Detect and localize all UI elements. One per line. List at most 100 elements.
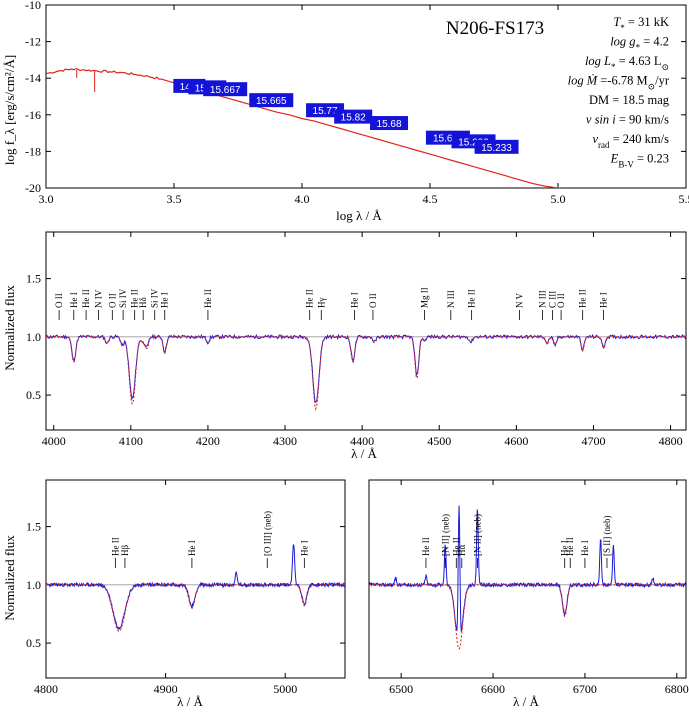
line-id-label: Mg II (420, 287, 430, 308)
y-tick-label: 1.5 (26, 272, 41, 286)
parameter-value: =-6.78 M (597, 74, 647, 88)
photometry-box (474, 139, 519, 154)
line-id-label: Hβ (120, 545, 130, 556)
photometry-label: 15.233 (481, 143, 512, 154)
y-tick-label: -20 (25, 181, 41, 195)
blue-x-axis-label: λ / Å (351, 446, 377, 461)
photometry-label: 15.611 (433, 134, 463, 145)
hbeta-spectrum-curves (46, 544, 345, 632)
parameter-line: EB-V = 0.23 (610, 152, 669, 170)
line-id-label: O II (368, 293, 378, 308)
blue-axis-ticks: 4000 4100 4200 4300 4400 4500 4600 4700 4800 0.5 1… (26, 232, 686, 448)
parameter-value: = 4.63 L (616, 54, 662, 68)
sed-model-line (46, 68, 561, 188)
parameter-subscript: B-V (618, 160, 634, 170)
line-id-label: He I (580, 540, 590, 556)
parameter-subscript: rad (598, 140, 610, 150)
line-id-label: He II (130, 289, 140, 308)
line-id-label: N V (514, 292, 524, 308)
parameter-value: = 31 kK (625, 15, 669, 29)
x-tick-label: 4.0 (295, 192, 310, 206)
x-tick-label: 4100 (119, 434, 143, 448)
y-tick-label: -12 (25, 35, 41, 49)
observed-spectrum-line (46, 544, 345, 631)
model-spectrum-line (46, 336, 686, 411)
photometry-box (334, 109, 373, 124)
photometry-box (370, 116, 409, 131)
x-tick-label: 4800 (659, 434, 683, 448)
line-id-label: Si IV (118, 288, 128, 308)
line-id-label: O II (54, 293, 64, 308)
blue-spectrum-curves (46, 333, 686, 411)
line-id-label: Hδ (138, 297, 148, 308)
line-id-label: He II (305, 289, 315, 308)
line-id-label: O II (107, 293, 117, 308)
parameter-line: vrad = 240 km/s (592, 132, 669, 150)
x-tick-label: 5.0 (551, 192, 566, 206)
model-spectrum-line (369, 584, 686, 650)
parameter-label: v sin i (586, 113, 616, 127)
blue-spectrum-panel: 4000 4100 4200 4300 4400 4500 4600 4700 4800 0.5 1… (2, 231, 687, 461)
parameter-value: = 90 km/s (616, 113, 669, 127)
line-id-label: He II (81, 289, 91, 308)
hbeta-axis-ticks: 4800 4900 5000 0.5 1.0 1.5 (26, 480, 345, 696)
y-tick-label: -10 (25, 0, 41, 12)
parameter-line: log Ṁ =-6.78 M⊙/yr (568, 74, 670, 92)
parameter-label: v (592, 132, 598, 146)
line-id-label: He II (421, 537, 431, 556)
x-tick-label: 6500 (389, 682, 413, 696)
parameter-label: log g (610, 35, 635, 49)
y-tick-label: 1.5 (26, 520, 41, 534)
photometry-label: 15.77 (313, 106, 338, 117)
x-tick-label: 4200 (196, 434, 220, 448)
sed-photometry: 14.715.7115.66715.66515.7715.8215.6815.6… (173, 78, 519, 154)
x-tick-label: 4500 (427, 434, 451, 448)
x-tick-label: 4800 (34, 682, 58, 696)
line-id-label: He I (69, 292, 79, 308)
y-tick-label: -14 (25, 71, 41, 85)
x-tick-label: 4300 (273, 434, 297, 448)
x-tick-label: 4600 (504, 434, 528, 448)
photometry-label: 15.68 (377, 119, 402, 130)
parameter-line: v sin i = 90 km/s (586, 113, 669, 127)
line-id-label: [N II] (neb) (440, 514, 450, 556)
line-id-label: N IV (93, 289, 103, 308)
line-id-label: He I (598, 292, 608, 308)
x-tick-label: 3.5 (167, 192, 182, 206)
halpha-axis-ticks: 6500 6600 6700 6800 (389, 480, 689, 696)
y-tick-label: -18 (25, 144, 41, 158)
blue-y-axis-label: Normalized flux (2, 285, 17, 371)
sed-y-axis-label: log f_λ [erg/s/cm²/Å] (2, 55, 17, 165)
parameter-value: = 0.23 (634, 152, 669, 166)
parameter-unit-subscript: ⊙ (661, 62, 669, 72)
parameter-label: DM (589, 93, 609, 107)
y-tick-label: 1.0 (26, 578, 41, 592)
halpha-spectrum-curves (369, 505, 686, 650)
parameter-value: = 4.2 (640, 35, 669, 49)
blue-plot-frame (45, 231, 687, 431)
x-tick-label: 6600 (481, 682, 505, 696)
line-id-label: O II (556, 293, 566, 308)
parameter-value: = 240 km/s (610, 132, 670, 146)
parameter-label: T (613, 15, 621, 29)
x-tick-label: 4000 (42, 434, 66, 448)
hbeta-line-identifications: He II Hβ He I [O III] (neb) He I (110, 511, 309, 569)
photometry-label: 15.82 (341, 113, 366, 124)
parameter-line: DM = 18.5 mag (589, 93, 670, 107)
photometry-box (249, 93, 294, 108)
sed-plot-frame (45, 4, 687, 189)
parameter-subscript: * (611, 62, 616, 72)
line-id-label: Hα (457, 545, 467, 556)
parameter-line: log g* = 4.2 (610, 35, 669, 53)
x-tick-label: 3.0 (39, 192, 54, 206)
y-tick-label: 0.5 (26, 388, 41, 402)
hbeta-panel: 4800 4900 5000 0.5 1.0 1.5 He II Hβ He I [O III]… (2, 479, 346, 709)
observed-spectrum-line (369, 505, 686, 632)
parameter-value: = 18.5 mag (609, 93, 670, 107)
y-tick-label: 0.5 (26, 636, 41, 650)
hbeta-x-axis-label: λ / Å (177, 694, 203, 709)
line-id-label: [O III] (neb) (262, 511, 272, 556)
x-tick-label: 4700 (581, 434, 605, 448)
